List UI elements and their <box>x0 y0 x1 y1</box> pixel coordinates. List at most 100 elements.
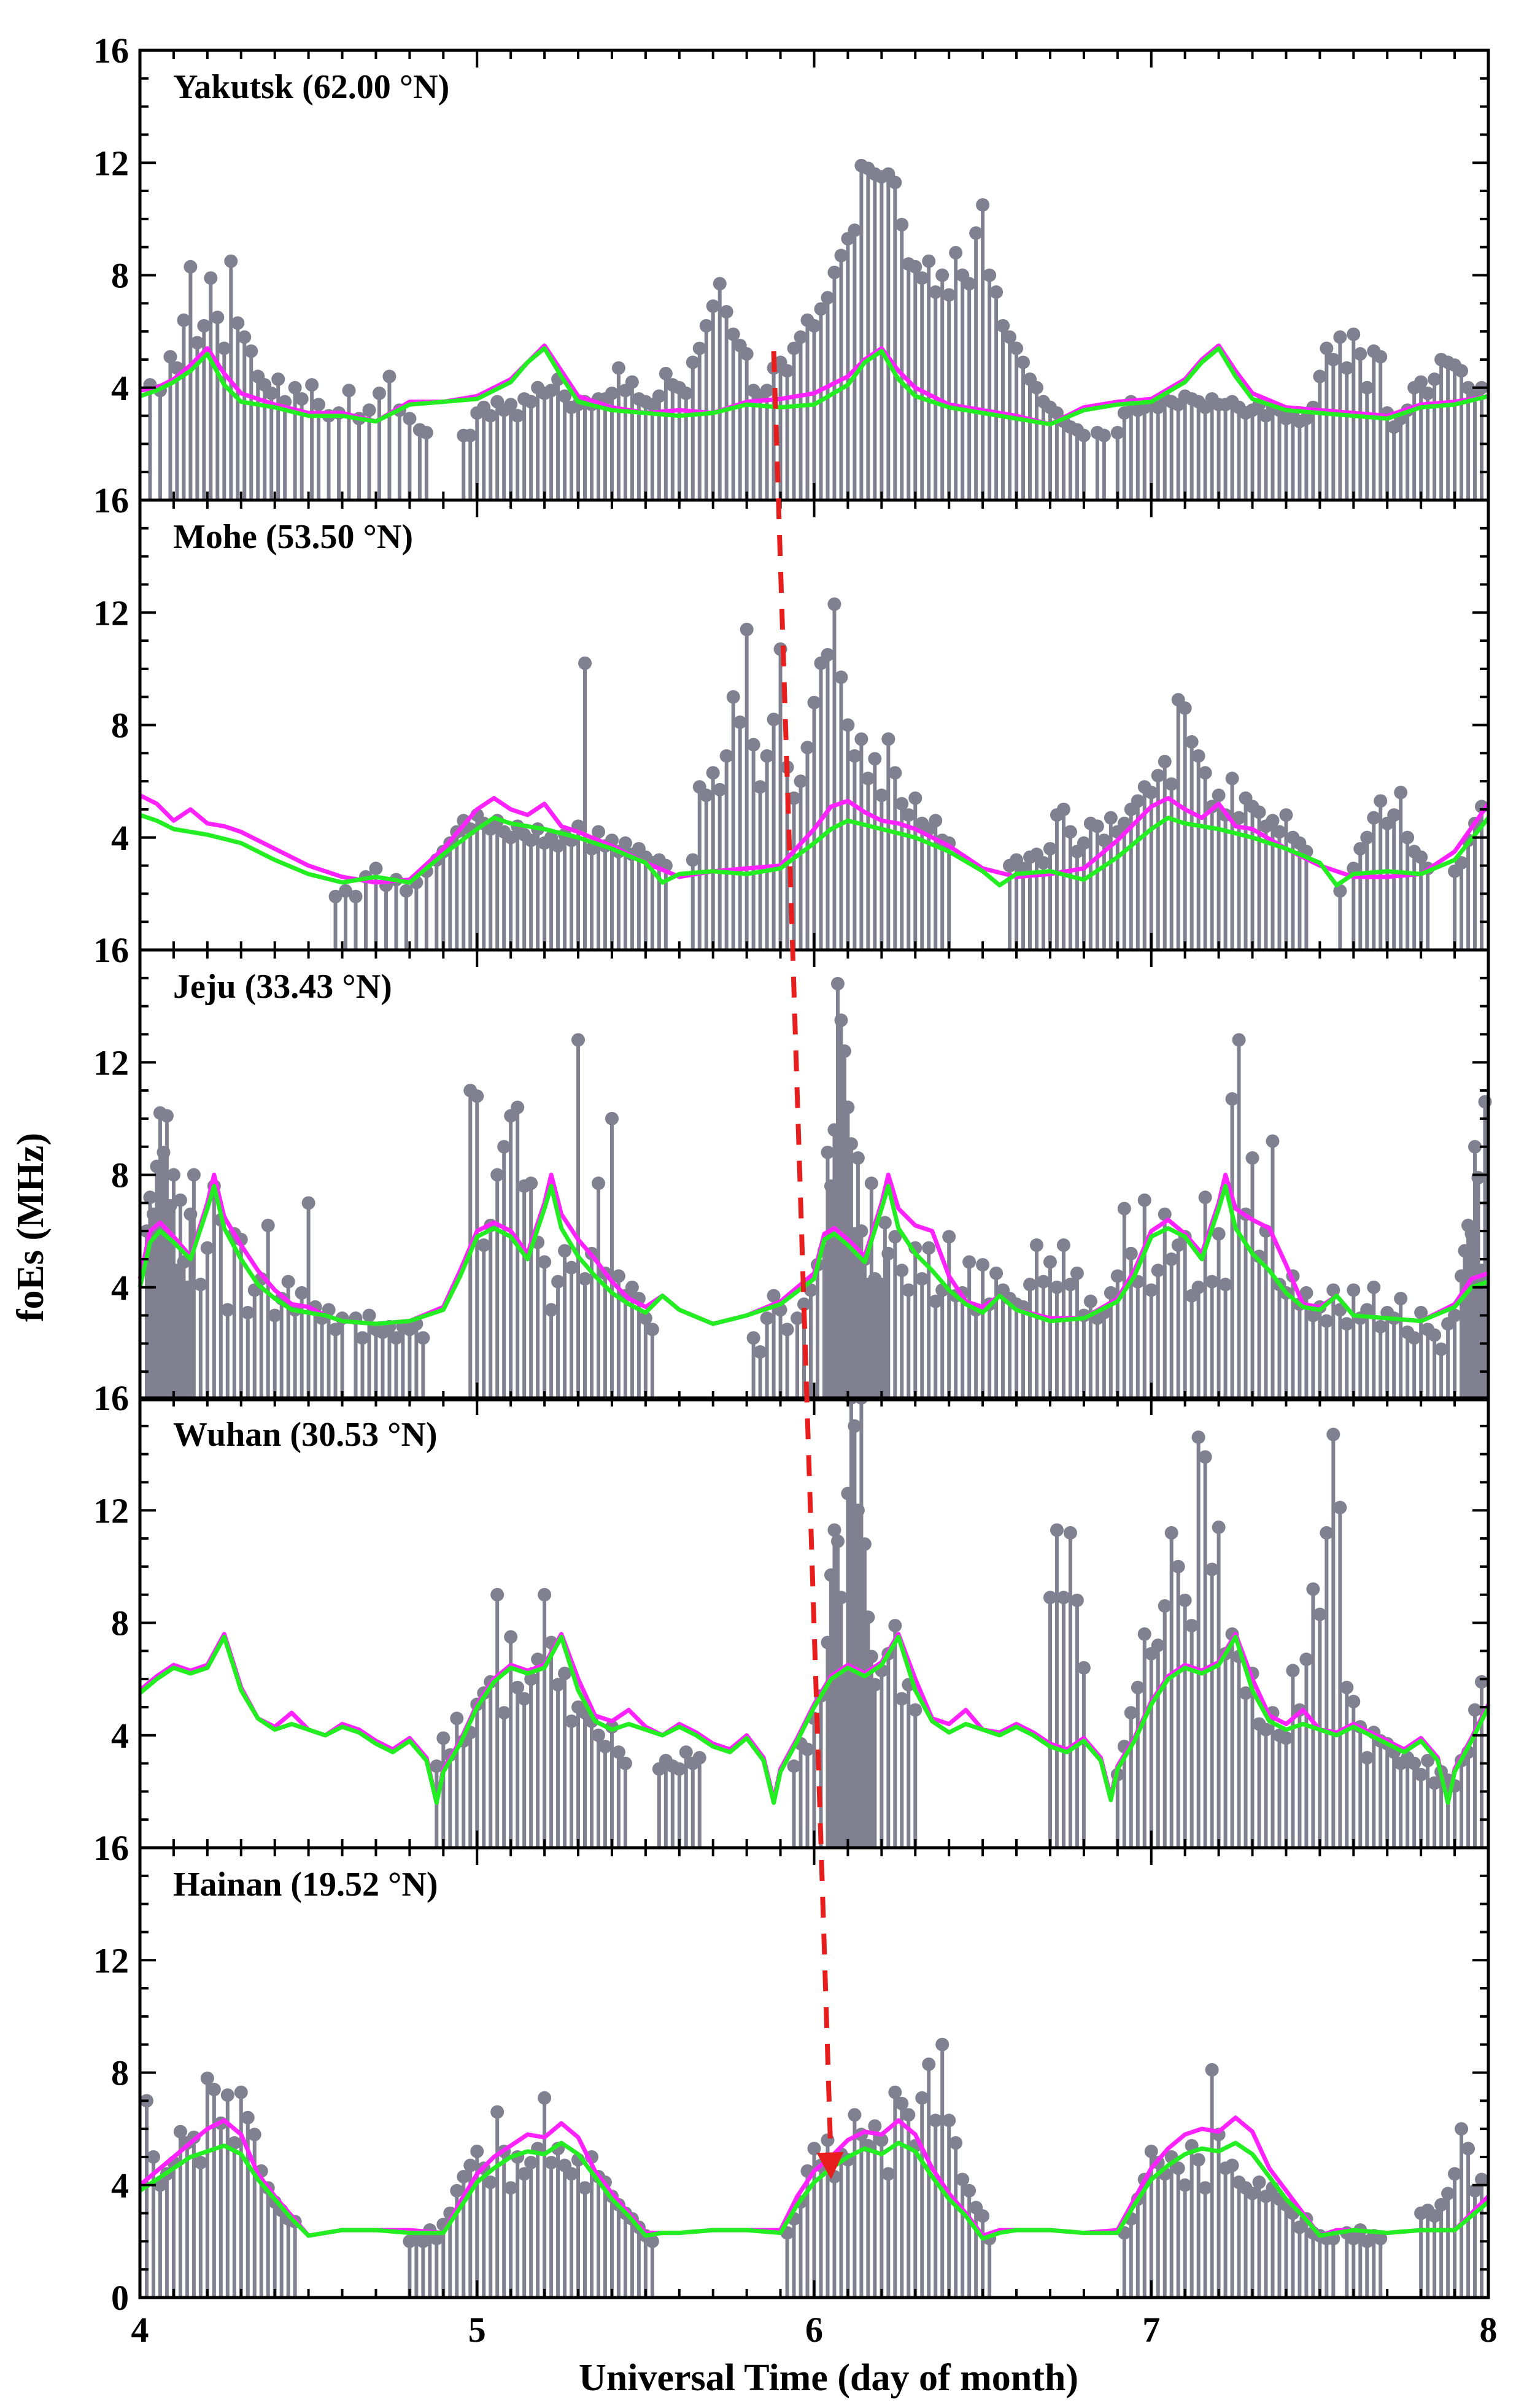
stem-point <box>1151 1638 1165 1653</box>
stem-point <box>558 1666 572 1680</box>
y-tick-label: 16 <box>93 31 129 71</box>
stem-point <box>1178 2178 1192 2192</box>
stem-point <box>908 1703 922 1717</box>
stem-point <box>1056 1591 1070 1605</box>
stem-point <box>1401 830 1415 844</box>
stem-point <box>895 797 909 811</box>
stem-point <box>1414 1305 1428 1319</box>
stem-point <box>1097 428 1111 442</box>
stem-point <box>463 428 478 442</box>
stem-point <box>929 1294 943 1308</box>
x-tick-label: 8 <box>1480 2310 1498 2350</box>
stem-point <box>1124 1246 1138 1260</box>
stem-point <box>1185 1619 1199 1633</box>
y-tick-label: 4 <box>111 1716 129 1756</box>
stem-point <box>484 2175 498 2190</box>
arrow-layer <box>771 351 844 2180</box>
stem-point <box>881 732 895 746</box>
stem-point <box>794 330 808 344</box>
stem-point <box>349 889 363 903</box>
stem-point <box>1299 412 1313 426</box>
stem-point <box>312 398 326 412</box>
x-tick-label: 4 <box>131 2310 149 2350</box>
stem-point <box>864 1650 878 1664</box>
green-curve <box>139 2140 1490 2241</box>
stem-point <box>878 1216 892 1230</box>
stem-point <box>224 254 238 268</box>
stem-point <box>1144 785 1158 800</box>
stem-point <box>1043 842 1057 856</box>
stem-point <box>1191 749 1205 763</box>
stem-point <box>504 2181 518 2195</box>
stem-point <box>1151 1264 1165 1278</box>
stem-point <box>450 2183 464 2198</box>
stem-point <box>915 1272 929 1286</box>
stem-point <box>929 285 943 299</box>
stem-point <box>827 1523 841 1537</box>
stem-point <box>1333 330 1347 344</box>
stem-point <box>844 1137 858 1151</box>
stem-point <box>1178 701 1192 716</box>
stem-point <box>652 389 666 403</box>
stem-point <box>217 341 231 355</box>
stem-point <box>184 260 198 274</box>
green-curve <box>139 812 1490 888</box>
stem-point <box>470 1089 484 1103</box>
stem-point <box>504 830 518 844</box>
stem-point <box>1299 1653 1313 1667</box>
stem-point <box>238 330 252 344</box>
stem-point <box>490 1588 505 1602</box>
stem-point <box>1347 327 1361 341</box>
stem-point <box>692 341 706 355</box>
stem-point <box>244 344 258 358</box>
stem-point <box>1245 2186 1259 2201</box>
stem-point <box>1468 1703 1482 1717</box>
stem-point <box>403 412 417 426</box>
stem-point <box>1441 2186 1455 2201</box>
stem-point <box>524 1672 538 1686</box>
stem-point <box>976 198 990 212</box>
stem-point <box>1083 1294 1097 1308</box>
stem-point <box>578 1272 592 1286</box>
stem-point <box>962 1255 977 1269</box>
stem-point <box>1063 1278 1077 1292</box>
stem-point <box>1340 1317 1354 1331</box>
stem-point <box>1394 1292 1408 1306</box>
stem-point <box>821 647 835 662</box>
stem-point <box>1050 1523 1064 1537</box>
propagation-arrow-line <box>771 351 833 2161</box>
stem-point <box>645 1322 659 1337</box>
station-label: Mohe (53.50 °N) <box>173 518 413 556</box>
stem-point <box>457 2170 471 2184</box>
stem-point <box>1225 771 1239 785</box>
stem-point <box>339 884 353 898</box>
stem-point <box>1448 2167 1462 2181</box>
stem-point <box>1374 350 1388 364</box>
stem-point <box>1144 1283 1158 1297</box>
stem-point <box>888 1619 902 1633</box>
stem-point <box>578 2181 592 2195</box>
stem-point <box>1191 1430 1205 1445</box>
stem-point <box>983 268 997 282</box>
stem-point <box>740 622 754 636</box>
stem-point <box>504 398 518 412</box>
stem-point <box>1367 1280 1381 1294</box>
stem-point <box>733 715 747 729</box>
stem-point <box>1333 884 1347 898</box>
stem-point <box>915 2091 929 2105</box>
stem-point <box>247 2128 261 2142</box>
stem-point <box>200 2071 214 2085</box>
stem-point <box>1434 2198 1448 2212</box>
stem-point <box>895 1264 909 1278</box>
stem-point <box>382 369 396 384</box>
stem-point <box>794 774 808 789</box>
stem-point <box>544 1303 559 1317</box>
stem-point <box>160 1109 174 1123</box>
stem-point <box>800 1742 814 1756</box>
stem-point <box>888 766 902 780</box>
y-tick-label: 12 <box>93 1043 129 1082</box>
stem-point <box>1003 330 1017 344</box>
green-curve <box>137 1184 1490 1326</box>
stem-point <box>450 1711 464 1726</box>
y-tick-label: 16 <box>93 1828 129 1868</box>
